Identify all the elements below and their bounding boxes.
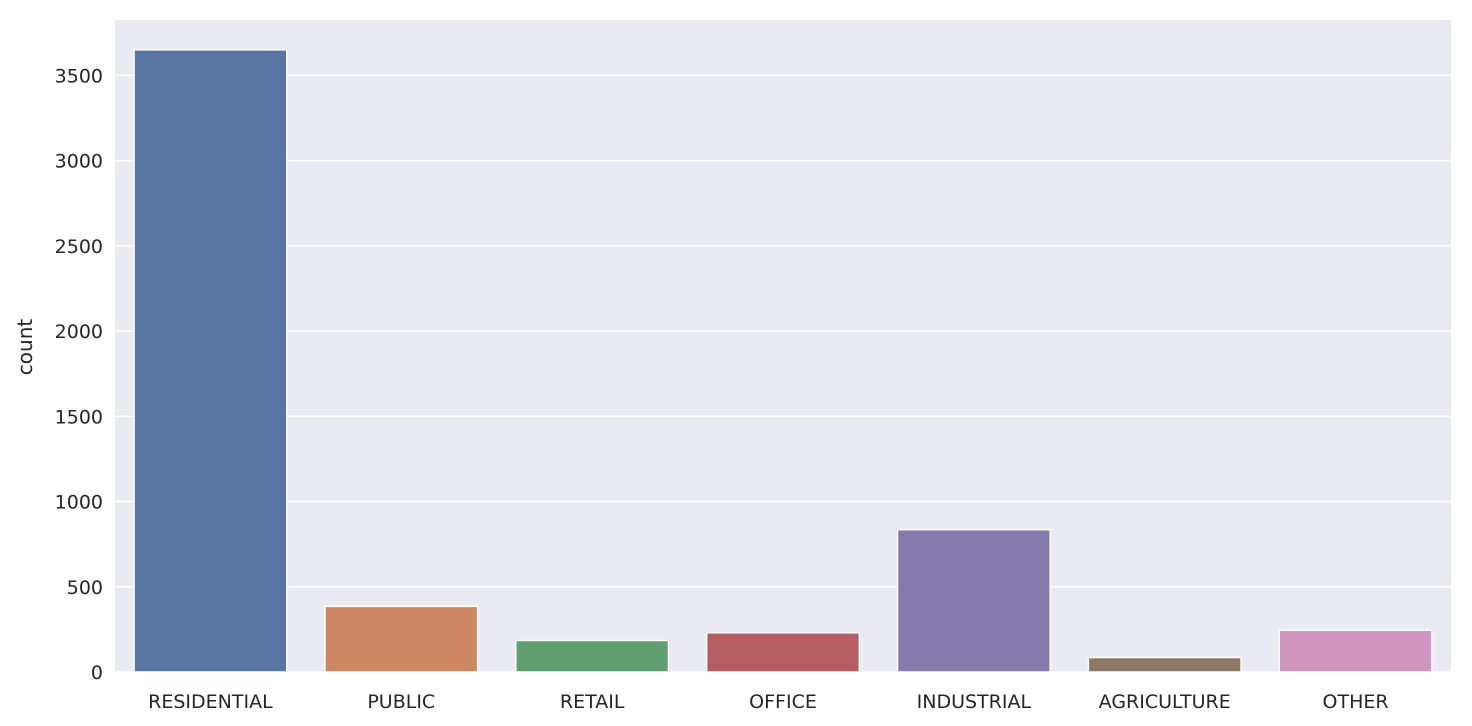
x-tick-label: AGRICULTURE bbox=[1099, 691, 1231, 713]
plot-area bbox=[115, 20, 1451, 672]
x-tick-label: RESIDENTIAL bbox=[148, 691, 273, 713]
grid-lines bbox=[115, 74, 1451, 673]
bar-industrial bbox=[896, 528, 1051, 673]
y-tick-label: 2000 bbox=[55, 321, 103, 343]
y-tick-label: 3000 bbox=[55, 151, 103, 173]
y-tick-labels: 0 500 1000 1500 2000 2500 3000 3500 bbox=[55, 65, 103, 684]
y-tick-label: 3500 bbox=[55, 65, 103, 87]
x-tick-label: OTHER bbox=[1323, 691, 1389, 713]
bar-residential bbox=[133, 49, 288, 673]
bar-agriculture bbox=[1087, 656, 1242, 673]
bar-other bbox=[1278, 629, 1433, 673]
x-tick-label: PUBLIC bbox=[367, 691, 435, 713]
x-tick-labels: RESIDENTIAL PUBLIC RETAIL OFFICE INDUSTRIAL A… bbox=[148, 691, 1388, 713]
bar-retail bbox=[515, 639, 670, 673]
y-axis-label: count bbox=[13, 319, 37, 376]
y-tick-label: 0 bbox=[91, 662, 103, 684]
y-tick-label: 2500 bbox=[55, 236, 103, 258]
x-tick-label: OFFICE bbox=[749, 691, 817, 713]
bar-public bbox=[324, 605, 479, 673]
bar-office bbox=[705, 632, 861, 673]
y-tick-label: 500 bbox=[67, 577, 103, 599]
y-tick-label: 1000 bbox=[55, 492, 103, 514]
x-tick-label: RETAIL bbox=[560, 691, 625, 713]
bars bbox=[133, 49, 1433, 673]
y-tick-label: 1500 bbox=[55, 406, 103, 428]
x-tick-label: INDUSTRIAL bbox=[917, 691, 1032, 713]
